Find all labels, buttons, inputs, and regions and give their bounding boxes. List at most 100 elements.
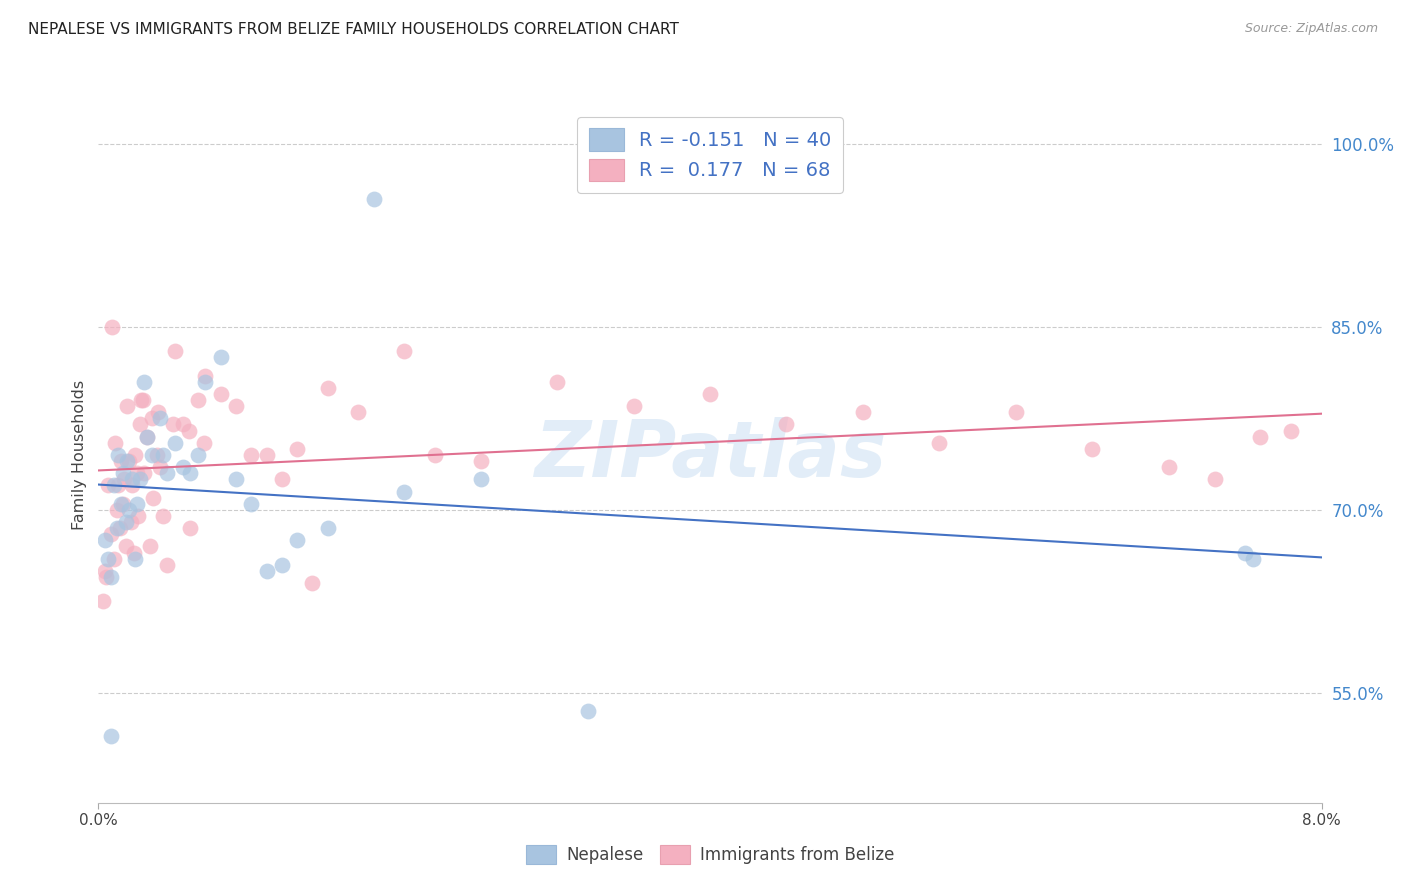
Point [107, 448, 129, 462]
Point [124, 551, 146, 566]
Point [392, 344, 416, 359]
Point [187, 392, 209, 407]
Point [285, 533, 308, 548]
Point [112, 472, 135, 486]
Point [125, 497, 148, 511]
Point [156, 467, 179, 481]
Point [110, 497, 132, 511]
Point [1081, 442, 1104, 456]
Point [121, 472, 143, 486]
Point [172, 460, 194, 475]
Point [775, 417, 797, 432]
Point [117, 454, 139, 468]
Point [110, 454, 132, 468]
Point [124, 448, 146, 462]
Point [852, 405, 875, 419]
Point [256, 448, 278, 462]
Point [121, 478, 143, 492]
Point [209, 387, 232, 401]
Y-axis label: Family Households: Family Households [72, 380, 87, 530]
Point [225, 399, 247, 413]
Point [1004, 405, 1026, 419]
Point [108, 521, 131, 535]
Legend: Nepalese, Immigrants from Belize: Nepalese, Immigrants from Belize [519, 838, 901, 871]
Point [1157, 460, 1180, 475]
Point [470, 472, 492, 486]
Text: Source: ZipAtlas.com: Source: ZipAtlas.com [1244, 22, 1378, 36]
Point [179, 521, 201, 535]
Point [623, 399, 645, 413]
Point [240, 497, 263, 511]
Point [546, 375, 568, 389]
Point [139, 540, 162, 554]
Point [136, 429, 159, 443]
Point [128, 417, 150, 432]
Point [100, 527, 122, 541]
Point [103, 478, 125, 492]
Point [93, 564, 115, 578]
Point [240, 448, 263, 462]
Point [1204, 472, 1226, 486]
Point [118, 454, 141, 468]
Point [187, 448, 209, 462]
Point [285, 442, 308, 456]
Point [163, 435, 186, 450]
Point [172, 417, 194, 432]
Point [423, 448, 446, 462]
Point [347, 405, 370, 419]
Point [149, 460, 172, 475]
Point [129, 392, 152, 407]
Point [270, 558, 294, 572]
Point [117, 399, 139, 413]
Point [392, 484, 416, 499]
Point [1279, 424, 1302, 438]
Point [1249, 429, 1271, 443]
Point [91, 594, 114, 608]
Point [115, 515, 138, 529]
Point [104, 435, 127, 450]
Point [256, 564, 278, 578]
Point [111, 497, 134, 511]
Point [316, 521, 339, 535]
Point [152, 508, 174, 523]
Point [316, 381, 339, 395]
Point [179, 467, 201, 481]
Point [122, 545, 145, 559]
Point [100, 729, 122, 743]
Point [132, 392, 155, 407]
Point [146, 405, 169, 419]
Point [699, 387, 721, 401]
Point [125, 467, 148, 481]
Point [141, 448, 163, 462]
Point [118, 503, 141, 517]
Point [194, 375, 217, 389]
Point [115, 540, 138, 554]
Point [103, 551, 125, 566]
Point [142, 491, 165, 505]
Point [93, 533, 115, 548]
Point [270, 472, 294, 486]
Point [141, 411, 163, 425]
Point [363, 192, 385, 206]
Point [97, 551, 120, 566]
Point [97, 478, 120, 492]
Point [162, 417, 184, 432]
Point [163, 344, 186, 359]
Point [136, 429, 159, 443]
Point [576, 704, 599, 718]
Point [145, 448, 167, 462]
Point [120, 515, 142, 529]
Point [194, 368, 217, 383]
Point [134, 375, 156, 389]
Point [134, 467, 156, 481]
Point [111, 467, 134, 481]
Point [928, 435, 950, 450]
Point [100, 570, 122, 584]
Text: NEPALESE VS IMMIGRANTS FROM BELIZE FAMILY HOUSEHOLDS CORRELATION CHART: NEPALESE VS IMMIGRANTS FROM BELIZE FAMIL… [28, 22, 679, 37]
Point [152, 448, 174, 462]
Point [101, 319, 124, 334]
Point [193, 435, 215, 450]
Point [107, 478, 129, 492]
Point [301, 576, 323, 591]
Point [105, 521, 128, 535]
